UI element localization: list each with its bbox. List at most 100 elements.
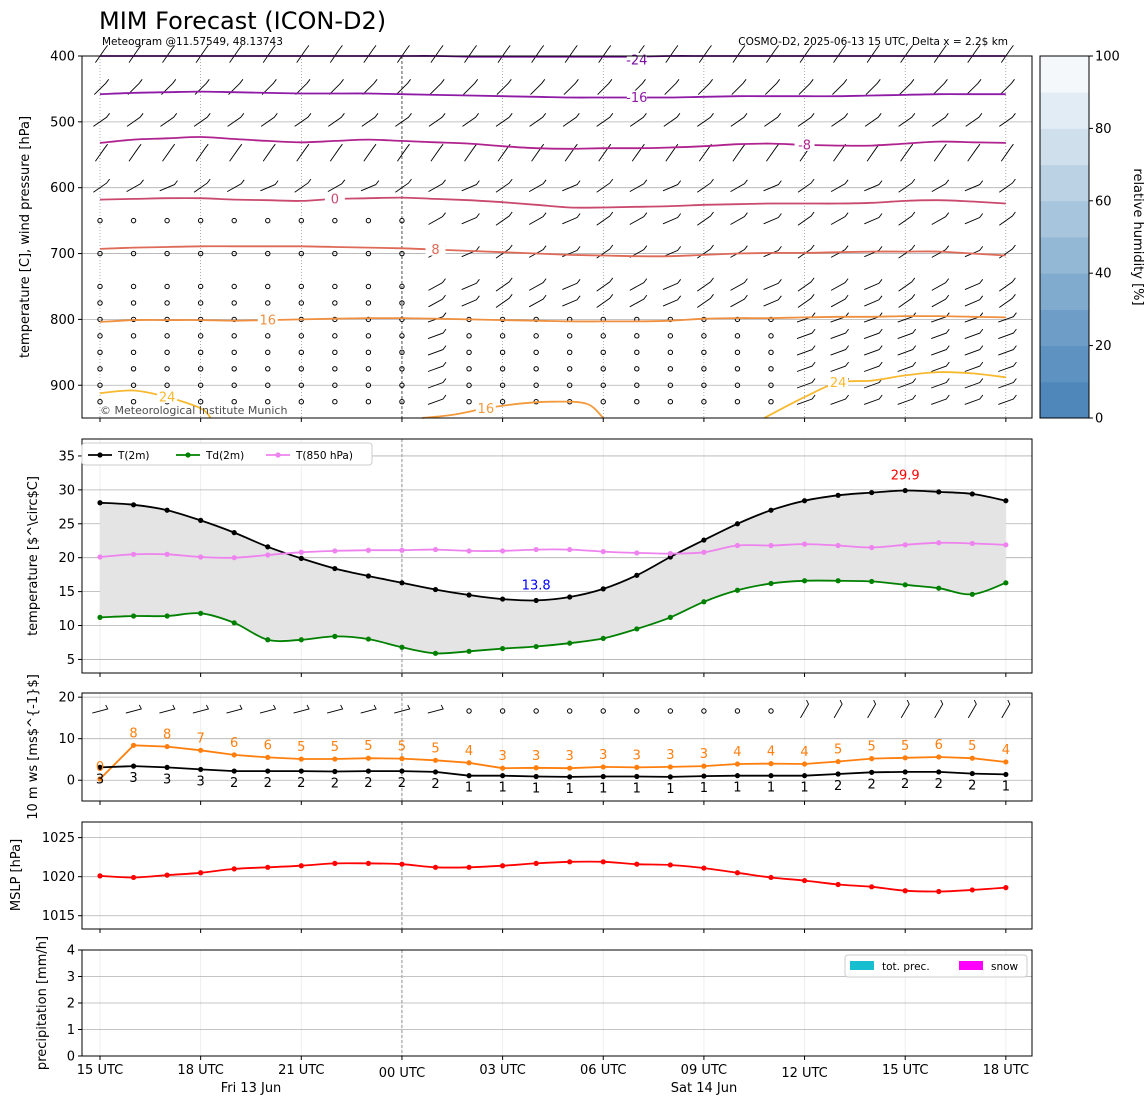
wind-series-point bbox=[701, 763, 707, 769]
legend-label-prec: tot. prec. bbox=[882, 961, 930, 973]
wind-barb bbox=[596, 277, 614, 292]
mslp-point bbox=[298, 863, 304, 869]
wind-series-point bbox=[231, 752, 237, 758]
wind-series-point bbox=[533, 765, 539, 771]
wind-series-point bbox=[936, 769, 942, 775]
wind-barb bbox=[1001, 699, 1011, 719]
mslp-point bbox=[634, 861, 640, 867]
series-point bbox=[600, 635, 606, 642]
isotherm-label-bg bbox=[425, 242, 446, 256]
gust-value-label: 0 bbox=[96, 760, 104, 775]
series-point bbox=[835, 578, 841, 584]
calm-wind-marker bbox=[332, 217, 338, 224]
wind-barb bbox=[259, 704, 277, 714]
wind-barb bbox=[967, 45, 981, 63]
wind-barb bbox=[931, 113, 949, 127]
series-point bbox=[231, 555, 237, 561]
calm-wind-marker bbox=[164, 366, 170, 372]
series-point bbox=[164, 613, 170, 619]
precipitation-ylabel: precipitation [mm/h] bbox=[35, 936, 50, 1070]
wind-barb bbox=[999, 178, 1016, 193]
wind-barb bbox=[999, 211, 1016, 226]
colorbar-step bbox=[1040, 237, 1089, 274]
mslp-point bbox=[533, 860, 539, 866]
gust-value-label: 4 bbox=[733, 745, 741, 760]
calm-wind-marker bbox=[197, 283, 204, 290]
wind-barb bbox=[766, 45, 779, 63]
series-point bbox=[164, 551, 170, 557]
wind-barb bbox=[461, 279, 480, 291]
mslp-ylabel: MSLP [hPa] bbox=[9, 839, 24, 911]
calm-wind-marker bbox=[197, 366, 204, 372]
wind-barb bbox=[763, 279, 782, 291]
wind-barb bbox=[427, 704, 444, 714]
y-tick-label: 0 bbox=[67, 1050, 75, 1065]
wind-barb bbox=[662, 279, 682, 291]
wind-barb bbox=[562, 213, 581, 225]
wind-barb bbox=[631, 143, 645, 162]
series-point bbox=[97, 554, 103, 560]
calm-wind-marker bbox=[130, 217, 137, 224]
wind-barb bbox=[999, 277, 1016, 292]
calm-wind-marker bbox=[197, 333, 204, 339]
calm-wind-marker bbox=[164, 333, 170, 339]
mslp-frame bbox=[81, 821, 1033, 930]
y-tick-label: 0 bbox=[67, 774, 75, 789]
wind-barb bbox=[629, 212, 648, 225]
series-point bbox=[198, 517, 204, 523]
isotherm-label: 16 bbox=[259, 314, 276, 329]
isotherm-line bbox=[99, 90, 1006, 99]
wind-series-point bbox=[567, 774, 573, 780]
series-point bbox=[936, 489, 942, 495]
wind-barb bbox=[898, 244, 916, 259]
wind-barb bbox=[967, 143, 981, 162]
calm-wind-marker bbox=[332, 399, 338, 405]
calm-wind-marker bbox=[265, 366, 271, 372]
wind-barb bbox=[796, 345, 816, 356]
wind-series-point bbox=[734, 761, 741, 767]
series-point bbox=[634, 626, 640, 632]
wind-barb bbox=[562, 113, 580, 127]
wind-series-point bbox=[734, 773, 741, 779]
wind-barb bbox=[296, 45, 310, 63]
calm-wind-marker bbox=[365, 333, 372, 339]
wind-barb bbox=[797, 113, 815, 127]
wind-barb bbox=[931, 378, 950, 389]
gust-value-label: 5 bbox=[297, 740, 305, 755]
wind-series-point bbox=[768, 761, 774, 767]
wind-barb bbox=[328, 113, 345, 127]
wind-barb bbox=[800, 699, 810, 719]
series-point bbox=[265, 552, 271, 558]
gust-value-label: 6 bbox=[264, 738, 272, 753]
series-point bbox=[567, 594, 573, 600]
wind-barb bbox=[461, 295, 480, 307]
y-tick-label: 400 bbox=[50, 50, 75, 65]
wind-barb bbox=[863, 328, 883, 340]
wind-series-point bbox=[332, 768, 338, 775]
mslp-point bbox=[231, 866, 237, 872]
gust-value-label: 5 bbox=[431, 741, 439, 756]
x-tick-label: 21 UTC bbox=[278, 1063, 324, 1078]
wind-series-point bbox=[164, 743, 170, 750]
colorbar-tick-label: 20 bbox=[1095, 339, 1112, 354]
series-point bbox=[432, 650, 439, 656]
wind-series-point bbox=[667, 774, 673, 780]
chart-subtitle-left: Meteogram @11.57549, 48.13743 bbox=[102, 36, 283, 48]
isotherm-label-bg bbox=[324, 191, 345, 205]
wind-barb bbox=[730, 113, 748, 127]
y-tick-label: 5 bbox=[67, 653, 75, 668]
wind-barb bbox=[664, 79, 680, 95]
isotherm-label: -8 bbox=[798, 138, 811, 153]
isotherm-line bbox=[99, 315, 1006, 323]
calm-wind-marker bbox=[499, 349, 506, 356]
gust-value-label: 3 bbox=[498, 749, 506, 764]
wind-series-point bbox=[298, 768, 304, 774]
wind-barb bbox=[495, 244, 513, 259]
calm-wind-marker bbox=[768, 708, 774, 714]
series-point bbox=[734, 587, 741, 593]
mslp-point bbox=[365, 860, 371, 866]
mslp-line bbox=[99, 860, 1006, 893]
wind-barb bbox=[629, 245, 648, 258]
wind-barb bbox=[531, 45, 545, 63]
wind-barb bbox=[596, 211, 614, 226]
